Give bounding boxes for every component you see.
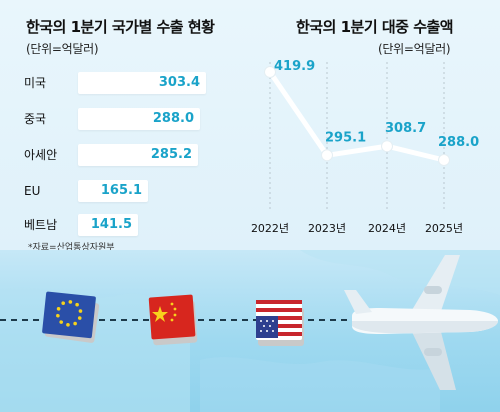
map-illustration [0,250,500,412]
bar-category-label: 중국 [24,112,47,126]
line-value-label: 295.1 [325,130,366,145]
bar-value-label: 141.5 [90,217,132,232]
bar-chart-title: 한국의 1분기 국가별 수출 현황 [26,18,215,36]
line-value-label: 288.0 [438,135,479,150]
bar-value-label: 303.4 [158,75,200,90]
x-tick-label: 2022년 [251,222,289,235]
series-line [267,70,445,163]
bar [78,180,148,202]
line-point [438,154,450,166]
x-tick-label: 2025년 [425,222,463,235]
bar-chart-unit: (단위=억달러) [26,42,99,56]
bar-category-label: 미국 [24,76,47,90]
bar [78,108,200,130]
bar-category-label: 아세안 [24,148,58,162]
source-note: *자료=산업통상자원부 [28,243,115,253]
bar-value-label: 288.0 [152,111,194,126]
usa-flag-icon [256,300,304,346]
eu-flag-icon [42,291,100,343]
bar [78,214,138,236]
bar-value-label: 165.1 [100,183,142,198]
bar [78,72,206,94]
line-chart: 419.9 2022년 295.1 2023년 308.7 2024년 288.0 2025년 [251,59,479,235]
line-point [381,140,393,153]
line-value-label: 308.7 [385,121,426,136]
map-land-shape [300,250,500,295]
line-point [264,66,276,78]
map-land-shape [200,357,440,412]
bar-value-label: 285.2 [150,147,192,162]
bar-category-label: EU [24,184,41,198]
bar [78,144,198,166]
bar-category-label: 베트남 [24,218,58,232]
line-value-label: 419.9 [274,59,315,74]
x-tick-label: 2023년 [308,222,346,235]
line-chart-unit: (단위=억달러) [378,42,451,56]
china-flag-icon [148,294,198,346]
line-point [321,149,333,162]
line-chart-title: 한국의 1분기 대중 수출액 [296,18,454,36]
airplane-icon [344,255,498,390]
x-tick-label: 2024년 [368,222,406,235]
